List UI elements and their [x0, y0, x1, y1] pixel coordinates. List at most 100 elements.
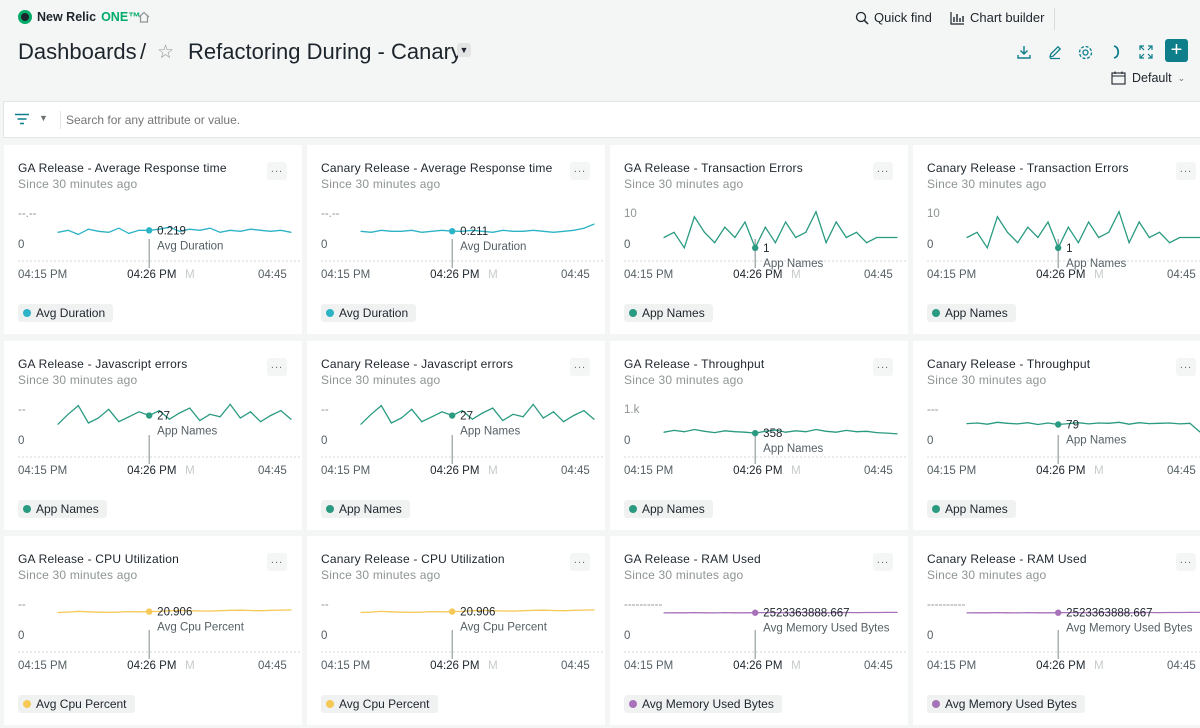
cursor-series-label: Avg Cpu Percent [157, 622, 245, 634]
widget-ga-release-cpu-utilization[interactable]: GA Release - CPU Utilization Since 30 min… [4, 536, 302, 725]
dark-mode-moon-icon[interactable] [1106, 42, 1126, 62]
widget-ga-release-javascript-errors[interactable]: GA Release - Javascript errors Since 30 m… [4, 340, 302, 530]
y-axis-zero-label: 0 [624, 239, 630, 251]
legend-label: Avg Cpu Percent [36, 697, 127, 711]
settings-gear-icon[interactable] [1075, 42, 1095, 62]
data-point [57, 231, 59, 233]
legend-dot [629, 309, 637, 317]
widget-title: GA Release - Javascript errors [18, 356, 188, 371]
cursor-series-label: Avg Duration [157, 240, 223, 252]
add-widget-button[interactable]: + [1165, 39, 1188, 62]
line-chart[interactable]: ---------- 0 2523363888.667 Avg Memory Used… [610, 591, 908, 681]
line-chart[interactable]: 10 0 1 App Names 04:15 PM 04:26 PM M 04:45 [913, 200, 1200, 290]
home-icon[interactable] [137, 10, 151, 24]
data-point [1158, 422, 1161, 424]
widget-more-options-button[interactable]: ... [267, 357, 287, 376]
x-axis-ghost-label: M [791, 269, 801, 281]
data-point [996, 216, 998, 218]
filter-search-input[interactable] [66, 113, 666, 127]
widget-ga-release-ram-used[interactable]: GA Release - RAM Used Since 30 minutes ag… [610, 536, 908, 725]
widget-canary-release-javascript-errors[interactable]: Canary Release - Javascript errors Since … [307, 340, 605, 530]
data-point [845, 429, 847, 431]
data-point [734, 430, 736, 432]
data-point [1098, 421, 1100, 424]
legend-item[interactable]: Avg Cpu Percent [321, 695, 438, 713]
breadcrumb-separator: / [140, 39, 147, 64]
time-picker[interactable]: Default ⌄ [1111, 71, 1185, 85]
legend-item[interactable]: App Names [927, 499, 1016, 518]
widget-ga-release-transaction-errors[interactable]: GA Release - Transaction Errors Since 30 … [610, 145, 908, 334]
legend-dot [23, 700, 31, 708]
data-point [138, 410, 140, 412]
widget-more-options-button[interactable]: ... [1176, 162, 1196, 180]
widget-title: Canary Release - Average Response time [321, 161, 553, 175]
legend-item[interactable]: App Names [18, 499, 107, 518]
edit-pencil-icon[interactable] [1045, 42, 1065, 62]
legend-item[interactable]: Avg Cpu Percent [18, 695, 135, 713]
legend-item[interactable]: Avg Memory Used Bytes [624, 695, 782, 713]
legend-item[interactable]: App Names [927, 304, 1016, 322]
download-icon[interactable] [1014, 42, 1034, 62]
legend-item[interactable]: Avg Duration [18, 304, 114, 322]
line-chart[interactable]: ---------- 0 2523363888.667 Avg Memory Used… [913, 591, 1200, 681]
widget-canary-release-throughput[interactable]: Canary Release - Throughput Since 30 minu… [913, 340, 1200, 530]
widget-canary-release-transaction-errors[interactable]: Canary Release - Transaction Errors Since… [913, 145, 1200, 334]
quick-find-button[interactable]: Quick find [855, 10, 932, 25]
dashboard-switcher-chevron-icon[interactable]: ▼ [457, 43, 471, 57]
line-chart[interactable]: -- 0 27 App Names 04:15 PM 04:26 PM M 04:45 [4, 396, 302, 486]
widget-more-options-button[interactable]: ... [873, 357, 893, 376]
filter-icon[interactable] [14, 112, 30, 130]
line-chart[interactable]: --.-- 0 0.219 Avg Duration 04:15 PM 04:26 PM M… [4, 200, 302, 290]
widget-more-options-button[interactable]: ... [1176, 357, 1196, 376]
line-chart[interactable]: 10 0 1 App Names 04:15 PM 04:26 PM M 04:45 [610, 200, 908, 290]
widget-ga-release-average-response-time[interactable]: GA Release - Average Response time Since … [4, 145, 302, 334]
data-point [1006, 231, 1009, 233]
line-chart[interactable]: --.-- 0 0.211 Avg Duration 04:15 PM 04:26 PM M… [307, 200, 605, 290]
data-point [158, 409, 160, 411]
widget-more-options-button[interactable]: ... [873, 553, 893, 571]
legend-item[interactable]: App Names [624, 499, 713, 518]
favorite-star-icon[interactable]: ☆ [157, 42, 175, 63]
data-point [249, 228, 252, 230]
new-relic-logo[interactable]: New Relic ONE™ [18, 10, 141, 24]
line-chart[interactable]: -- 0 20.906 Avg Cpu Percent 04:15 PM 04:26 PM… [4, 591, 302, 681]
y-axis-top-label: -- [321, 404, 329, 416]
legend-item[interactable]: App Names [321, 499, 410, 518]
legend-item[interactable]: Avg Duration [321, 304, 417, 322]
filter-chevron-down-icon[interactable]: ▼ [39, 113, 48, 123]
data-point [1017, 242, 1019, 244]
legend-item[interactable]: Avg Memory Used Bytes [927, 695, 1085, 713]
data-point [87, 228, 89, 230]
fullscreen-icon[interactable] [1136, 42, 1156, 62]
widget-more-options-button[interactable]: ... [570, 357, 590, 376]
data-point [87, 611, 89, 613]
data-point [260, 229, 262, 231]
line-chart[interactable]: -- 0 20.906 Avg Cpu Percent 04:15 PM 04:26 PM… [307, 591, 605, 681]
widget-canary-release-ram-used[interactable]: Canary Release - RAM Used Since 30 minute… [913, 536, 1200, 725]
widget-more-options-button[interactable]: ... [873, 162, 893, 180]
legend-label: App Names [36, 501, 99, 516]
data-point [390, 230, 392, 232]
data-point [1088, 612, 1090, 614]
widget-more-options-button[interactable]: ... [1176, 553, 1196, 571]
breadcrumb-dashboards[interactable]: Dashboards [18, 39, 137, 64]
widget-canary-release-average-response-time[interactable]: Canary Release - Average Response time Si… [307, 145, 605, 334]
data-point [179, 411, 181, 414]
line-chart[interactable]: -- 0 27 App Names 04:15 PM 04:26 PM M 04:45 [307, 396, 605, 486]
widget-canary-release-cpu-utilization[interactable]: Canary Release - CPU Utilization Since 30… [307, 536, 605, 725]
legend-item[interactable]: App Names [624, 304, 713, 322]
legend-label: App Names [339, 501, 402, 516]
line-chart[interactable]: --- 0 79 App Names 04:15 PM 04:26 PM M 04:45 [913, 396, 1200, 486]
data-point [1108, 422, 1110, 424]
widget-more-options-button[interactable]: ... [570, 553, 590, 571]
line-chart[interactable]: 1.k 0 358 App Names 04:15 PM 04:26 PM M 04:45 [610, 396, 908, 486]
data-point [593, 418, 595, 420]
chart-builder-button[interactable]: Chart builder [950, 10, 1044, 25]
data-point [209, 413, 211, 415]
widget-more-options-button[interactable]: ... [267, 553, 287, 571]
widget-more-options-button[interactable]: ... [267, 162, 287, 180]
widget-ga-release-throughput[interactable]: GA Release - Throughput Since 30 minutes … [610, 340, 908, 530]
x-axis-end-label: 04:45 [864, 660, 893, 672]
widget-more-options-button[interactable]: ... [570, 162, 590, 180]
data-point [502, 419, 504, 421]
